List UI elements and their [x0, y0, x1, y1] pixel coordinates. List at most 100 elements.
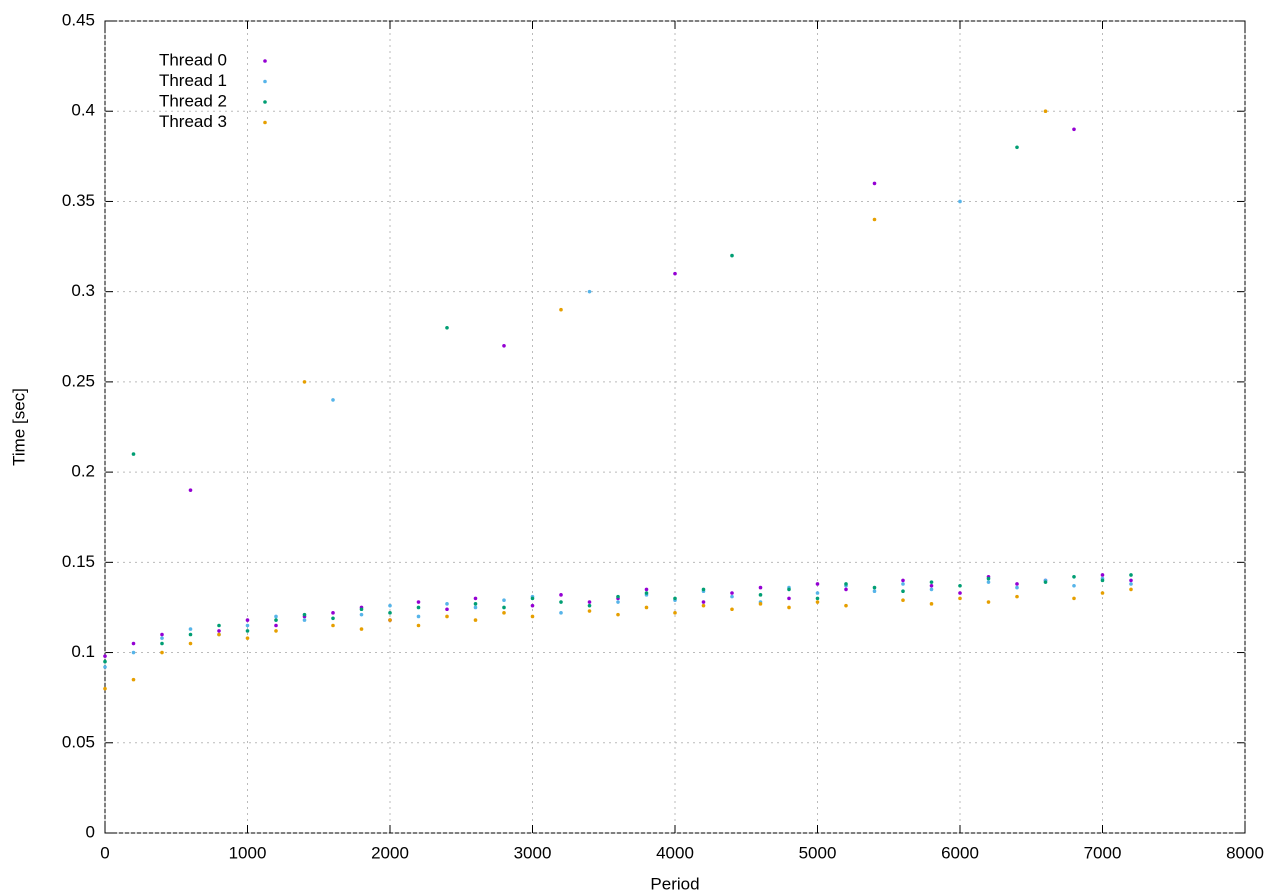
point [730, 591, 734, 595]
point [445, 607, 449, 612]
point [815, 600, 820, 604]
point [958, 591, 962, 595]
point [758, 585, 763, 590]
point [416, 614, 421, 619]
y-axis-label: Time [sec] [9, 388, 28, 466]
point [787, 587, 791, 592]
x-tick-label: 0 [100, 843, 109, 862]
legend-marker [263, 120, 267, 125]
point [872, 181, 877, 186]
x-tick-label: 5000 [799, 843, 837, 862]
y-tick-label: 0.4 [71, 101, 95, 120]
point [103, 686, 107, 691]
point [644, 605, 649, 610]
point [331, 611, 335, 615]
point [1129, 582, 1133, 586]
legend-marker [263, 59, 267, 63]
point [131, 641, 136, 646]
point [673, 596, 677, 601]
point [958, 596, 962, 601]
point [502, 605, 506, 610]
point [587, 600, 592, 604]
point [986, 576, 991, 581]
point [274, 618, 278, 622]
point [1129, 587, 1133, 592]
point [701, 600, 706, 604]
point [872, 217, 877, 222]
point [958, 583, 962, 588]
point [1100, 578, 1105, 583]
point [416, 623, 421, 628]
point [815, 582, 820, 586]
point [103, 665, 107, 669]
point [445, 325, 449, 330]
point [331, 398, 335, 402]
y-tick-label: 0.25 [62, 371, 95, 390]
point [245, 618, 250, 622]
point [131, 452, 136, 456]
point [388, 603, 392, 608]
point [701, 587, 706, 592]
point [844, 587, 848, 592]
point [188, 627, 193, 631]
point [245, 623, 250, 628]
point [245, 629, 250, 633]
point [929, 602, 934, 606]
y-tick-label: 0.35 [62, 191, 95, 210]
point [559, 307, 563, 312]
point [815, 596, 820, 601]
point [587, 289, 592, 294]
point [473, 605, 478, 610]
point [416, 605, 421, 610]
point [445, 602, 449, 606]
point [302, 612, 307, 617]
point [530, 596, 535, 601]
point [1129, 573, 1133, 577]
point [559, 600, 563, 604]
point [901, 578, 905, 583]
point [388, 618, 392, 622]
y-tick-label: 0.1 [71, 642, 95, 661]
point [131, 677, 136, 682]
point [758, 602, 763, 606]
point [1043, 109, 1048, 114]
point [530, 603, 535, 608]
point [787, 596, 791, 601]
point [616, 594, 620, 599]
point [644, 587, 649, 592]
x-tick-label: 8000 [1226, 843, 1264, 862]
legend-marker [263, 79, 267, 84]
point [245, 636, 250, 640]
x-tick-label: 7000 [1084, 843, 1122, 862]
point [1043, 580, 1048, 584]
point [872, 589, 877, 594]
y-tick-label: 0.2 [71, 462, 95, 481]
point [901, 589, 905, 594]
point [1072, 583, 1076, 588]
point [502, 598, 506, 603]
point [359, 627, 364, 631]
point [274, 614, 278, 619]
point [131, 650, 136, 655]
point [929, 580, 934, 584]
point [872, 585, 877, 590]
point [445, 614, 449, 619]
point [730, 607, 734, 612]
legend-label: Thread 0 [159, 50, 227, 69]
point [844, 582, 848, 586]
point [986, 600, 991, 604]
legend-label: Thread 3 [159, 112, 227, 131]
point [103, 654, 107, 658]
x-axis-label: Period [650, 874, 699, 893]
point [160, 650, 164, 655]
point [274, 623, 278, 628]
legend-label: Thread 2 [159, 91, 227, 110]
point [787, 605, 791, 610]
y-tick-label: 0.45 [62, 10, 95, 29]
point [274, 629, 278, 633]
x-tick-label: 3000 [514, 843, 552, 862]
point [815, 591, 820, 595]
point [844, 603, 848, 608]
point [1072, 574, 1076, 579]
